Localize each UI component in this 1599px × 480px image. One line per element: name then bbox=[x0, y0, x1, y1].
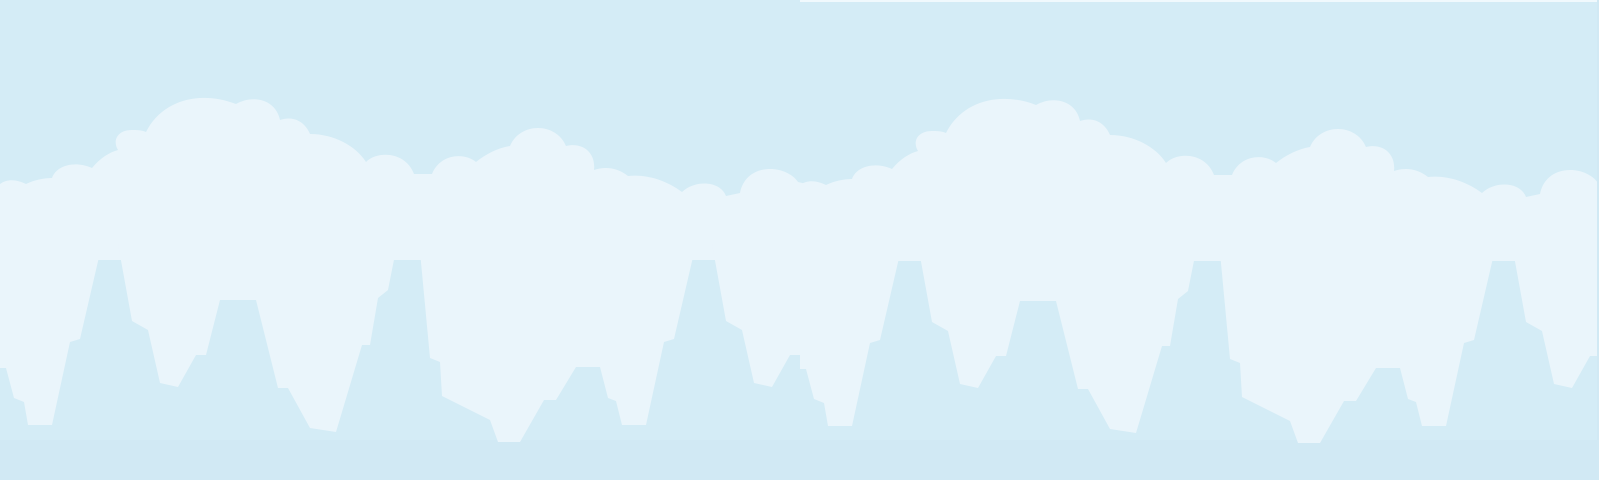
scene-right-edge bbox=[1597, 0, 1599, 480]
ground-layer bbox=[0, 440, 1599, 480]
sky-top-seam bbox=[800, 0, 1599, 2]
city-skyline bbox=[800, 210, 1599, 443]
city-skyline bbox=[0, 209, 820, 442]
scenery-tile-2 bbox=[800, 98, 1599, 443]
scenery-tile-1 bbox=[0, 97, 820, 442]
